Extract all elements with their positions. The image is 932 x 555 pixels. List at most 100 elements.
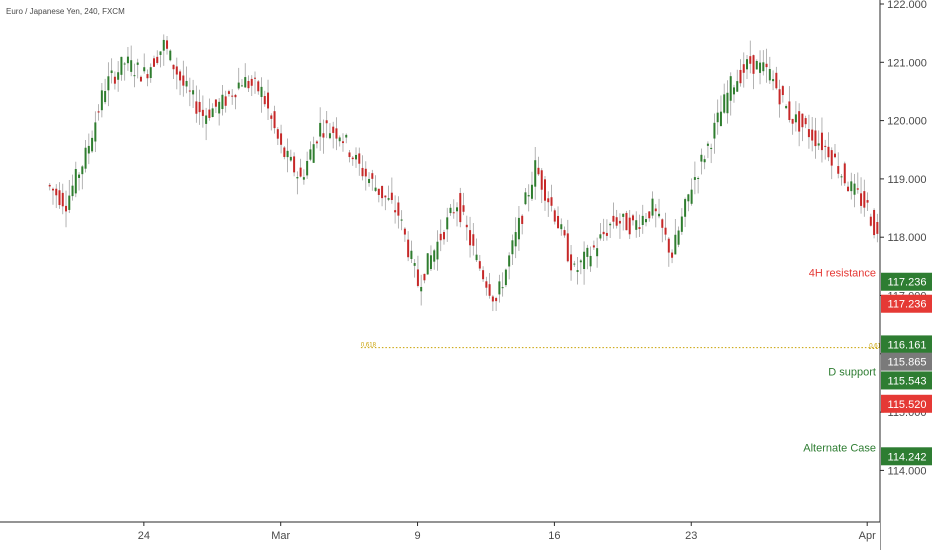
x-tick-label: Mar xyxy=(271,530,290,542)
candle-body xyxy=(397,202,399,215)
candle-body xyxy=(52,189,54,191)
y-tick-label: 120.000 xyxy=(887,116,927,128)
candle-body xyxy=(270,115,272,118)
candle-body xyxy=(176,66,178,74)
candle-body xyxy=(564,230,566,235)
candle-body xyxy=(739,70,741,83)
y-tick-label: 122.000 xyxy=(887,0,927,11)
candle-body xyxy=(713,123,715,139)
candle-body xyxy=(111,70,113,73)
candle-body xyxy=(841,176,843,177)
candle-body xyxy=(580,260,582,262)
candle-body xyxy=(446,217,448,229)
candle-body xyxy=(798,111,800,131)
candle-body xyxy=(570,254,572,270)
candle-body xyxy=(557,216,559,228)
candle-body xyxy=(322,133,324,137)
candle-body xyxy=(616,217,618,225)
candle-body xyxy=(378,189,380,195)
candle-body xyxy=(146,74,148,78)
candle-body xyxy=(247,81,249,88)
candle-body xyxy=(345,135,347,138)
candle-body xyxy=(401,220,403,221)
candle-body xyxy=(264,96,266,104)
candle-body xyxy=(665,228,667,235)
candle-body xyxy=(313,144,315,163)
candle-body xyxy=(241,85,243,86)
y-tick-label: 121.000 xyxy=(887,57,927,69)
candle-body xyxy=(818,143,820,145)
candle-body xyxy=(779,89,781,104)
candle-body xyxy=(98,111,100,112)
candle-body xyxy=(300,168,302,177)
candle-body xyxy=(837,166,839,174)
candle-body xyxy=(238,83,240,89)
candle-body xyxy=(554,210,556,221)
candle-body xyxy=(433,250,435,261)
candle-body xyxy=(423,274,425,280)
candle-body xyxy=(622,214,624,217)
candle-body xyxy=(78,175,80,178)
candle-body xyxy=(642,216,644,225)
x-tick-label: 16 xyxy=(548,530,560,542)
candle-body xyxy=(404,229,406,235)
candle-body xyxy=(267,93,269,109)
candle-body xyxy=(166,40,168,48)
candle-body xyxy=(199,102,201,112)
candle-body xyxy=(391,193,393,200)
candle-body xyxy=(417,269,419,286)
candle-body xyxy=(114,77,116,84)
candle-body xyxy=(469,230,471,245)
candle-body xyxy=(619,221,621,224)
candle-body xyxy=(352,158,354,159)
candle-body xyxy=(606,233,608,236)
candle-body xyxy=(573,264,575,265)
candle-body xyxy=(524,192,526,204)
candle-body xyxy=(775,73,777,88)
candle-body xyxy=(854,184,856,195)
candle-body xyxy=(655,209,657,212)
candle-body xyxy=(186,81,188,87)
candle-body xyxy=(130,60,132,72)
candle-body xyxy=(169,51,171,61)
candle-body xyxy=(867,200,869,203)
candle-body xyxy=(534,160,536,186)
candle-body xyxy=(81,166,83,174)
candle-body xyxy=(101,90,103,110)
candle-body xyxy=(860,193,862,206)
candle-body xyxy=(91,138,93,151)
candle-body xyxy=(847,187,849,191)
candle-body xyxy=(173,65,175,69)
candle-body xyxy=(306,161,308,175)
candle-body xyxy=(808,129,810,137)
candle-body xyxy=(375,188,377,191)
alternate-label: Alternate Case xyxy=(803,442,876,454)
candle-body xyxy=(863,191,865,208)
candle-body xyxy=(104,91,106,102)
candle-body xyxy=(420,287,422,291)
candle-body xyxy=(182,76,184,86)
candle-body xyxy=(681,217,683,232)
candle-body xyxy=(726,93,728,113)
candle-body xyxy=(140,77,142,82)
price-tag-label: 115.520 xyxy=(888,399,927,411)
candle-body xyxy=(645,219,647,222)
candle-body xyxy=(648,211,650,218)
candle-body xyxy=(394,210,396,212)
candle-body xyxy=(658,214,660,216)
candle-body xyxy=(811,130,813,141)
candle-body xyxy=(700,155,702,162)
candle-body xyxy=(805,118,807,124)
candle-body xyxy=(427,253,429,274)
candle-body xyxy=(824,146,826,147)
candle-body xyxy=(160,51,162,55)
candle-body xyxy=(290,157,292,161)
candle-body xyxy=(678,231,680,245)
candle-body xyxy=(792,119,794,124)
candle-body xyxy=(596,248,598,256)
candle-body xyxy=(827,147,829,157)
candle-body xyxy=(384,196,386,198)
candle-body xyxy=(772,79,774,81)
